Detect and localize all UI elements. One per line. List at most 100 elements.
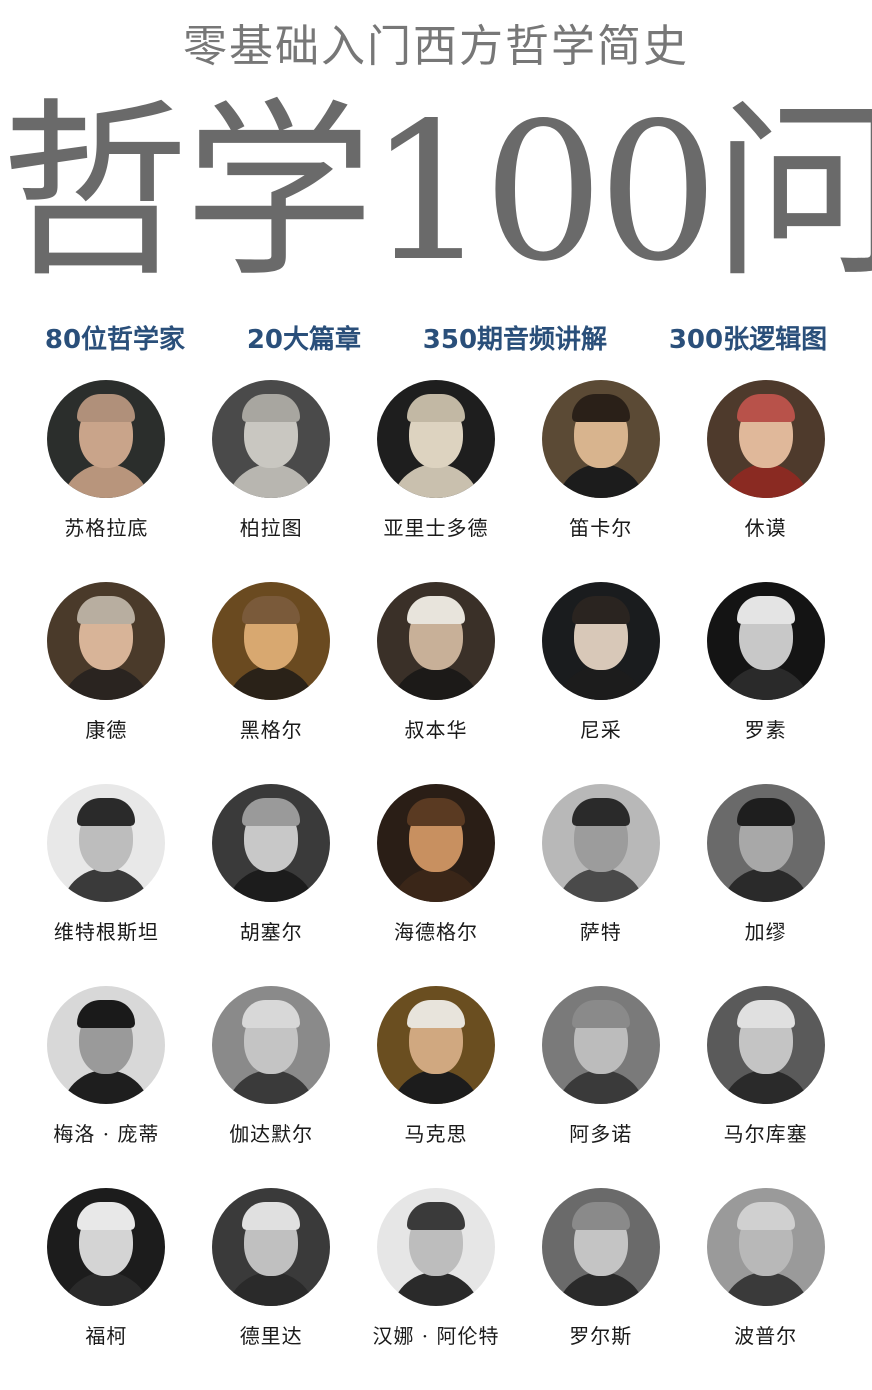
- portrait-avatar: [376, 582, 495, 700]
- portrait-hair: [406, 1202, 465, 1230]
- portrait-avatar: [47, 986, 166, 1104]
- philosopher-card: 伽达默尔: [189, 986, 354, 1188]
- philosopher-card: 胡塞尔: [189, 784, 354, 986]
- portrait-hair: [242, 1202, 301, 1230]
- philosopher-card: 梅洛 · 庞蒂: [24, 986, 189, 1188]
- portrait-avatar: [541, 784, 660, 902]
- portrait-hair: [77, 1000, 136, 1028]
- portrait-hair: [571, 1202, 630, 1230]
- philosopher-name: 马尔库塞: [723, 1122, 808, 1146]
- portrait-avatar: [376, 1188, 495, 1306]
- portrait-body: [720, 1272, 811, 1306]
- philosopher-card: 马尔库塞: [683, 986, 848, 1188]
- portrait-hair: [242, 596, 301, 624]
- portrait-hair: [571, 1000, 630, 1028]
- philosopher-card: 维特根斯坦: [24, 784, 189, 986]
- philosopher-card: 汉娜 · 阿伦特: [354, 1188, 519, 1390]
- philosopher-grid: 苏格拉底 柏拉图 亚里士多德 笛卡尔 休谟康德 黑格尔 叔本华 尼采 罗素维特根斯坦 胡塞尔 海德格…: [24, 380, 848, 1390]
- portrait-body: [226, 1070, 317, 1104]
- philosopher-card: 海德格尔: [354, 784, 519, 986]
- portrait-hair: [736, 394, 795, 422]
- portrait-hair: [736, 596, 795, 624]
- portrait-hair: [77, 1202, 136, 1230]
- feature-bar: 80位哲学家 20大篇章 350期音频讲解 300张逻辑图: [0, 312, 872, 362]
- portrait-body: [390, 1070, 481, 1104]
- portrait-body: [555, 1070, 646, 1104]
- philosopher-name: 罗素: [744, 718, 787, 742]
- portrait-avatar: [706, 380, 825, 498]
- philosopher-card: 亚里士多德: [354, 380, 519, 582]
- philosopher-name: 马克思: [404, 1122, 468, 1146]
- philosopher-name: 梅洛 · 庞蒂: [53, 1122, 160, 1146]
- philosopher-name: 福柯: [85, 1324, 128, 1348]
- philosopher-name: 休谟: [744, 516, 787, 540]
- portrait-avatar: [212, 582, 331, 700]
- portrait-body: [61, 464, 152, 498]
- portrait-hair: [406, 596, 465, 624]
- portrait-hair: [242, 1000, 301, 1028]
- philosopher-name: 笛卡尔: [569, 516, 633, 540]
- portrait-hair: [77, 394, 136, 422]
- philosopher-name: 汉娜 · 阿伦特: [372, 1324, 500, 1348]
- portrait-hair: [242, 798, 301, 826]
- philosopher-name: 伽达默尔: [229, 1122, 314, 1146]
- portrait-body: [226, 464, 317, 498]
- philosopher-card: 马克思: [354, 986, 519, 1188]
- philosopher-card: 罗素: [683, 582, 848, 784]
- philosopher-card: 波普尔: [683, 1188, 848, 1390]
- portrait-avatar: [212, 784, 331, 902]
- philosopher-name: 叔本华: [404, 718, 468, 742]
- portrait-hair: [406, 798, 465, 826]
- page-title: 哲学100问: [0, 82, 872, 303]
- portrait-avatar: [541, 1188, 660, 1306]
- portrait-hair: [77, 798, 136, 826]
- portrait-hair: [736, 1202, 795, 1230]
- portrait-avatar: [47, 1188, 166, 1306]
- philosopher-name: 康德: [85, 718, 128, 742]
- portrait-hair: [736, 1000, 795, 1028]
- philosopher-name: 萨特: [579, 920, 622, 944]
- portrait-hair: [77, 596, 136, 624]
- philosopher-name: 亚里士多德: [383, 516, 489, 540]
- philosopher-card: 罗尔斯: [518, 1188, 683, 1390]
- portrait-avatar: [541, 380, 660, 498]
- portrait-avatar: [376, 380, 495, 498]
- portrait-avatar: [541, 582, 660, 700]
- philosopher-card: 阿多诺: [518, 986, 683, 1188]
- portrait-avatar: [47, 784, 166, 902]
- portrait-body: [390, 868, 481, 902]
- portrait-hair: [406, 1000, 465, 1028]
- portrait-body: [555, 868, 646, 902]
- portrait-body: [390, 464, 481, 498]
- philosopher-card: 柏拉图: [189, 380, 354, 582]
- philosopher-card: 苏格拉底: [24, 380, 189, 582]
- portrait-avatar: [706, 986, 825, 1104]
- portrait-body: [61, 666, 152, 700]
- portrait-body: [555, 1272, 646, 1306]
- portrait-body: [720, 868, 811, 902]
- philosopher-name: 海德格尔: [393, 920, 478, 944]
- philosopher-name: 罗尔斯: [569, 1324, 633, 1348]
- philosopher-card: 尼采: [518, 582, 683, 784]
- philosopher-card: 康德: [24, 582, 189, 784]
- philosopher-name: 尼采: [579, 718, 622, 742]
- portrait-body: [61, 1272, 152, 1306]
- philosopher-card: 德里达: [189, 1188, 354, 1390]
- feature-audio-count: 350期音频讲解: [422, 324, 608, 355]
- philosopher-card: 休谟: [683, 380, 848, 582]
- philosopher-name: 苏格拉底: [64, 516, 149, 540]
- philosopher-name: 阿多诺: [569, 1122, 633, 1146]
- portrait-hair: [571, 596, 630, 624]
- philosopher-name: 黑格尔: [239, 718, 303, 742]
- portrait-avatar: [541, 986, 660, 1104]
- portrait-avatar: [212, 1188, 331, 1306]
- philosopher-card: 加缪: [683, 784, 848, 986]
- portrait-body: [226, 868, 317, 902]
- portrait-body: [390, 666, 481, 700]
- philosopher-card: 笛卡尔: [518, 380, 683, 582]
- portrait-body: [720, 1070, 811, 1104]
- portrait-avatar: [706, 1188, 825, 1306]
- philosopher-card: 福柯: [24, 1188, 189, 1390]
- philosopher-name: 德里达: [239, 1324, 303, 1348]
- philosopher-name: 胡塞尔: [239, 920, 303, 944]
